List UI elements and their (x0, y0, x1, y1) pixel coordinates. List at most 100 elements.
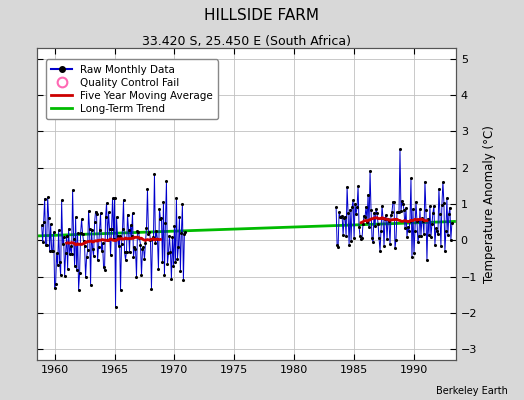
Point (101, 266, 109, 273)
Point (115, 233, 124, 239)
Point (372, 206, 380, 212)
Point (179, 277, 188, 284)
Point (151, 240, 160, 247)
Point (38, 239, 47, 245)
Point (431, 242, 439, 248)
Point (390, 199, 398, 206)
Point (86, 281, 95, 288)
Point (417, 233, 425, 239)
Point (143, 186, 151, 192)
Point (141, 240, 150, 246)
Point (155, 206, 163, 212)
Point (392, 237, 400, 243)
Point (352, 211, 361, 218)
Point (48, 248, 57, 254)
Point (436, 243, 445, 249)
Point (405, 228, 413, 234)
Point (172, 195, 181, 201)
Point (419, 218, 427, 224)
Point (348, 204, 356, 210)
Point (49, 229, 58, 235)
Point (136, 241, 145, 248)
Point (333, 242, 341, 249)
Point (338, 212, 346, 219)
Point (382, 212, 390, 218)
Point (180, 230, 189, 237)
Point (381, 216, 389, 222)
Point (113, 233, 122, 239)
Point (171, 259, 180, 266)
Point (164, 250, 172, 256)
Point (161, 220, 170, 226)
Point (70, 263, 79, 269)
Point (102, 200, 111, 206)
Point (40, 196, 49, 202)
Point (116, 287, 125, 294)
Point (138, 246, 147, 253)
Point (132, 246, 140, 252)
Point (167, 276, 176, 282)
Point (375, 235, 383, 241)
Point (178, 201, 187, 208)
Point (430, 203, 438, 209)
Point (341, 214, 350, 220)
Point (88, 227, 96, 233)
Point (350, 234, 358, 241)
Point (404, 224, 412, 230)
Point (105, 226, 114, 232)
Point (153, 236, 161, 242)
Point (71, 214, 80, 220)
Point (335, 209, 343, 216)
Point (95, 227, 104, 233)
Point (368, 235, 376, 242)
Point (62, 232, 71, 239)
Point (51, 280, 60, 287)
Legend: Raw Monthly Data, Quality Control Fail, Five Year Moving Average, Long-Term Tren: Raw Monthly Data, Quality Control Fail, … (46, 60, 219, 119)
Point (376, 248, 384, 254)
Point (93, 257, 102, 264)
Point (137, 272, 146, 279)
Point (361, 214, 369, 220)
Point (100, 264, 108, 270)
Point (122, 256, 130, 263)
Point (112, 214, 121, 220)
Point (94, 243, 103, 250)
Point (152, 227, 161, 234)
Point (400, 207, 408, 213)
Point (79, 231, 87, 237)
Point (60, 272, 69, 279)
Point (388, 208, 396, 215)
Text: HILLSIDE FARM: HILLSIDE FARM (204, 8, 320, 23)
Point (389, 198, 397, 205)
Point (146, 237, 155, 244)
Point (91, 208, 100, 215)
Point (379, 215, 387, 221)
Point (169, 263, 178, 270)
Point (412, 198, 420, 205)
Point (83, 247, 92, 254)
Point (47, 221, 55, 228)
Point (415, 232, 423, 239)
Point (395, 209, 403, 216)
Point (125, 249, 134, 256)
Point (371, 223, 379, 230)
Point (50, 285, 59, 292)
Point (148, 236, 157, 242)
Point (393, 209, 401, 216)
Point (433, 228, 441, 234)
Point (124, 227, 133, 233)
Point (139, 244, 148, 251)
Point (114, 243, 123, 250)
Point (130, 244, 139, 250)
Point (425, 203, 434, 209)
Point (444, 232, 452, 239)
Point (57, 272, 65, 278)
Point (402, 205, 410, 211)
Point (363, 219, 371, 225)
Point (38, 222, 46, 229)
Point (332, 204, 340, 210)
Point (408, 254, 416, 260)
Point (173, 256, 182, 262)
Point (380, 242, 388, 249)
Point (181, 228, 190, 235)
